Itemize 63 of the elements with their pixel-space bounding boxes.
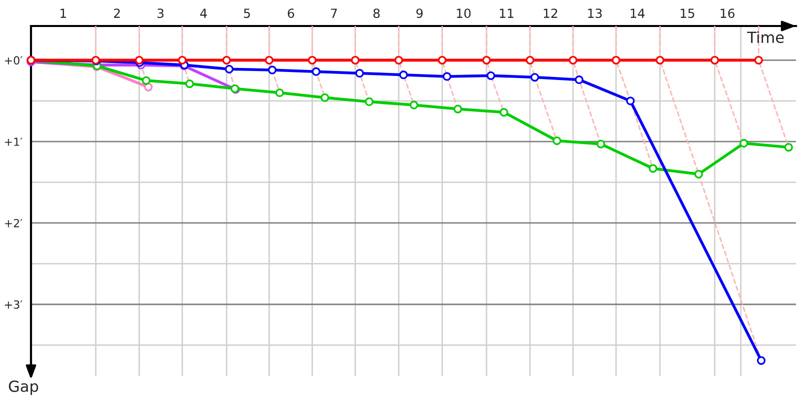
x-tick-label: 6 — [288, 8, 294, 18]
point — [142, 76, 150, 85]
point — [178, 56, 187, 64]
point — [268, 66, 277, 74]
y-tick-label: +2′ — [4, 218, 22, 228]
point — [275, 88, 284, 98]
point — [486, 71, 496, 80]
point — [784, 142, 793, 152]
point — [710, 56, 720, 64]
point — [144, 82, 153, 92]
point — [756, 356, 766, 365]
point — [552, 136, 562, 146]
point — [355, 68, 364, 78]
x-tick-label: 11 — [500, 8, 514, 18]
point — [410, 100, 418, 110]
point — [312, 67, 320, 76]
x-tick-label: 5 — [244, 8, 250, 18]
point — [364, 97, 374, 106]
x-tick-label: 8 — [373, 8, 380, 18]
point — [530, 72, 540, 82]
point — [626, 96, 635, 106]
point — [740, 138, 748, 148]
x-tick-label: 1 — [60, 8, 66, 18]
point — [224, 64, 234, 74]
point — [438, 56, 446, 64]
point — [350, 56, 360, 64]
point — [648, 164, 658, 173]
x-tick-label: 2 — [114, 8, 120, 18]
x-tick-label: 13 — [588, 8, 602, 18]
point — [694, 170, 703, 178]
point — [482, 56, 491, 64]
x-tick-label: 12 — [544, 8, 558, 18]
point — [264, 56, 274, 64]
point — [222, 56, 231, 64]
point — [442, 72, 452, 81]
point — [134, 56, 144, 64]
point — [500, 108, 508, 117]
point — [308, 56, 317, 64]
y-tick-label: +0′ — [4, 56, 22, 65]
x-tick-label: 10 — [456, 8, 471, 18]
point — [612, 56, 620, 64]
point — [656, 56, 664, 64]
x-tick-label: 3 — [158, 8, 164, 18]
point — [185, 79, 194, 88]
y-axis-title: Gap — [8, 380, 38, 395]
point — [574, 75, 584, 84]
x-axis-title: Time — [747, 31, 784, 44]
point — [754, 56, 763, 64]
x-tick-label: 9 — [416, 8, 423, 18]
x-tick-label: 7 — [331, 8, 337, 18]
x-tick-label: 15 — [680, 8, 694, 18]
x-tick-label: 4 — [200, 8, 207, 18]
point — [394, 56, 404, 64]
point — [454, 104, 462, 114]
point — [320, 93, 330, 102]
y-tick-label: +3′ — [4, 300, 22, 309]
x-tick-label: 14 — [630, 8, 645, 18]
x-tick-label: 16 — [720, 8, 734, 18]
point — [399, 70, 408, 80]
point — [568, 56, 578, 64]
point — [526, 56, 534, 64]
point — [596, 140, 606, 148]
y-tick-label: +1′ — [4, 138, 22, 146]
